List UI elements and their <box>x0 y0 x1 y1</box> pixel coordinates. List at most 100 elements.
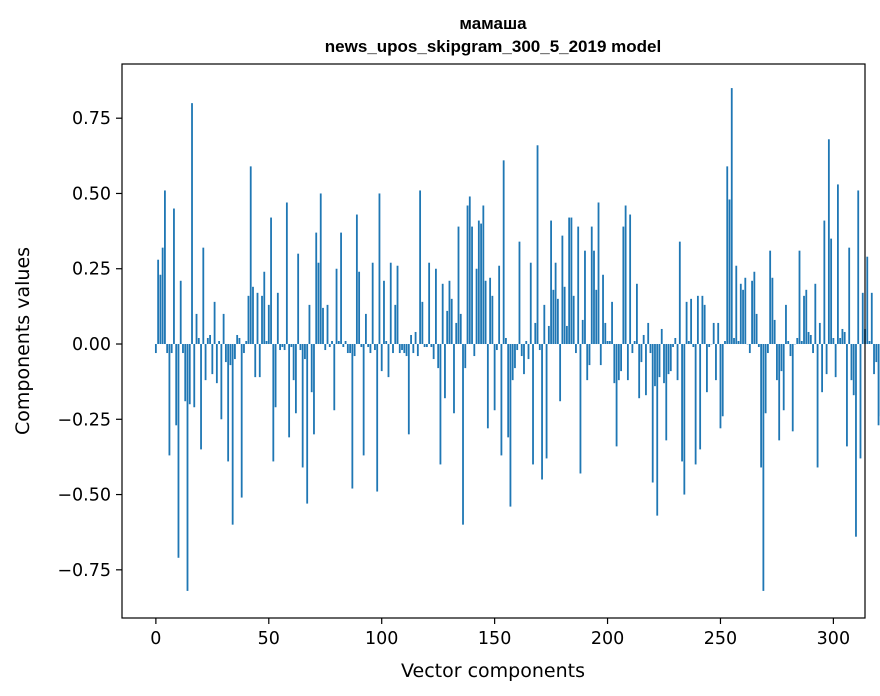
bar-component-18 <box>195 313 198 345</box>
bar-component-242 <box>701 295 704 345</box>
bar-component-290 <box>809 334 812 345</box>
bar-component-105 <box>392 344 394 354</box>
bar-component-251 <box>721 344 724 417</box>
bar-component-302 <box>837 184 839 345</box>
bar-component-57 <box>283 344 286 351</box>
bar-component-232 <box>678 241 681 345</box>
bar-component-92 <box>362 344 365 456</box>
bar-component-213 <box>636 283 638 345</box>
bar-component-318 <box>873 344 875 375</box>
bar-component-221 <box>654 344 656 387</box>
bar-component-170 <box>538 344 541 351</box>
bar-component-44 <box>254 344 257 378</box>
bar-component-154 <box>502 160 505 345</box>
bar-component-282 <box>791 344 794 432</box>
bar-component-182 <box>565 325 568 345</box>
bar-component-192 <box>588 344 591 366</box>
bar-component-40 <box>245 341 248 345</box>
bar-component-239 <box>694 344 697 465</box>
x-tick-label: 50 <box>258 629 280 649</box>
bar-component-250 <box>719 344 722 429</box>
bar-component-79 <box>333 344 336 411</box>
bar-component-219 <box>649 344 652 354</box>
bar-component-301 <box>834 344 837 378</box>
bar-component-5 <box>166 344 169 354</box>
bar-component-134 <box>457 226 460 345</box>
bar-component-310 <box>855 344 857 537</box>
x-tick-label: 100 <box>365 629 398 649</box>
bar-component-313 <box>861 292 864 345</box>
bar-component-45 <box>256 292 259 345</box>
bar-component-149 <box>491 295 494 345</box>
bar-component-217 <box>645 344 647 396</box>
bar-component-144 <box>480 223 482 345</box>
bar-component-168 <box>534 322 537 345</box>
bar-component-280 <box>787 341 790 345</box>
bar-component-167 <box>532 344 534 465</box>
bar-component-254 <box>728 199 731 345</box>
bar-component-175 <box>550 220 552 345</box>
bar-component-19 <box>197 337 200 345</box>
bar-component-199 <box>604 322 607 345</box>
bar-component-97 <box>374 344 376 351</box>
bar-component-120 <box>425 344 428 348</box>
bar-component-305 <box>843 331 846 345</box>
bar-component-287 <box>803 295 805 345</box>
bar-component-110 <box>403 344 406 354</box>
bar-component-132 <box>453 344 455 414</box>
bar-component-15 <box>188 344 191 405</box>
bar-component-295 <box>821 344 823 393</box>
bar-component-245 <box>708 344 711 348</box>
bar-component-133 <box>455 322 458 345</box>
bar-component-187 <box>577 226 580 345</box>
bar-component-155 <box>505 337 507 345</box>
bar-component-234 <box>683 344 686 495</box>
bar-component-128 <box>444 344 446 399</box>
bar-component-163 <box>523 344 525 375</box>
bar-component-78 <box>331 341 333 345</box>
bar-component-51 <box>270 217 272 345</box>
bar-component-292 <box>814 283 817 345</box>
bar-component-253 <box>726 166 729 345</box>
bar-component-207 <box>622 226 625 345</box>
bar-component-42 <box>249 166 252 345</box>
bar-component-212 <box>633 341 636 345</box>
bar-component-179 <box>559 344 562 402</box>
bar-component-291 <box>812 344 814 354</box>
bar-component-61 <box>292 344 295 381</box>
bar-component-203 <box>613 344 616 384</box>
bar-component-312 <box>859 344 862 459</box>
bar-component-261 <box>744 277 747 345</box>
bar-component-36 <box>236 334 239 345</box>
bar-component-0 <box>154 344 157 354</box>
bar-component-116 <box>416 344 419 357</box>
bar-component-12 <box>182 344 184 354</box>
bar-component-28 <box>218 341 221 345</box>
bar-component-223 <box>658 344 661 378</box>
bar-component-315 <box>866 256 869 345</box>
bar-component-300 <box>832 337 835 345</box>
bar-component-260 <box>742 289 744 345</box>
x-axis-label: Vector components <box>401 660 585 682</box>
bar-component-171 <box>541 344 543 480</box>
bar-component-72 <box>317 262 320 345</box>
bar-component-11 <box>179 280 182 345</box>
bar-component-237 <box>690 298 693 345</box>
bar-component-255 <box>730 88 733 345</box>
bar-component-146 <box>484 280 487 345</box>
bar-component-181 <box>563 286 566 345</box>
bar-component-294 <box>818 322 821 345</box>
bar-component-127 <box>441 283 444 345</box>
bar-component-77 <box>328 344 331 348</box>
bar-component-63 <box>297 253 300 345</box>
bar-component-83 <box>342 344 345 348</box>
bar-component-210 <box>629 214 632 345</box>
bar-component-136 <box>462 344 464 525</box>
x-tick-label: 300 <box>817 629 850 649</box>
bar-component-270 <box>764 344 767 414</box>
bar-component-35 <box>234 344 236 360</box>
bar-component-184 <box>570 217 573 345</box>
bar-component-267 <box>757 344 760 348</box>
bar-component-191 <box>586 344 589 381</box>
bar-component-204 <box>615 344 618 447</box>
